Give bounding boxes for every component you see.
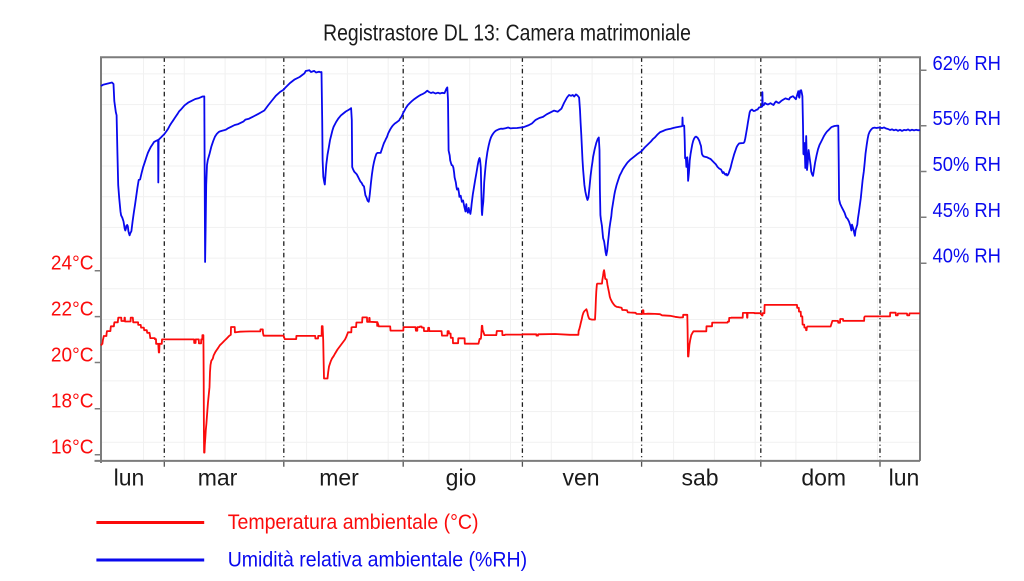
svg-text:18°C: 18°C: [51, 390, 94, 413]
svg-text:50% RH: 50% RH: [933, 153, 1001, 176]
svg-text:55% RH: 55% RH: [933, 107, 1001, 130]
svg-text:Umidità relativa ambientale (%: Umidità relativa ambientale (%RH): [228, 549, 527, 572]
svg-text:Registrastore DL 13: Camera ma: Registrastore DL 13: Camera matrimoniale: [323, 20, 691, 46]
svg-text:gio: gio: [446, 465, 477, 491]
svg-text:mer: mer: [319, 465, 359, 491]
svg-text:45% RH: 45% RH: [933, 199, 1001, 222]
svg-text:20°C: 20°C: [51, 344, 94, 367]
svg-text:40% RH: 40% RH: [933, 245, 1001, 268]
svg-text:22°C: 22°C: [51, 298, 94, 321]
svg-text:dom: dom: [801, 465, 846, 491]
svg-text:ven: ven: [562, 465, 599, 491]
svg-text:lun: lun: [114, 465, 145, 491]
svg-text:Temperatura ambientale (°C): Temperatura ambientale (°C): [228, 511, 479, 534]
svg-text:sab: sab: [681, 465, 718, 491]
svg-text:24°C: 24°C: [51, 252, 94, 275]
svg-text:mar: mar: [198, 465, 238, 491]
svg-text:62% RH: 62% RH: [933, 52, 1001, 75]
svg-text:16°C: 16°C: [51, 436, 94, 459]
svg-text:lun: lun: [889, 465, 920, 491]
